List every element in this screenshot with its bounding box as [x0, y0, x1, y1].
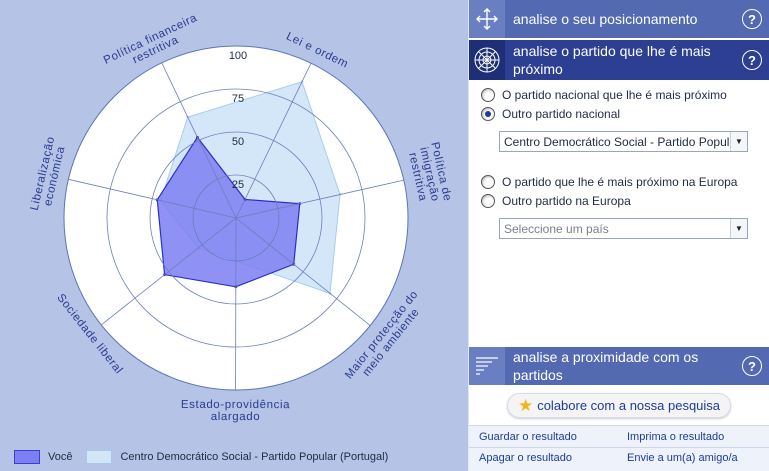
star-icon: ★	[517, 395, 534, 415]
legend-item-party: Centro Democrático Social - Partido Popu…	[86, 450, 388, 464]
radio-circle[interactable]	[481, 175, 495, 189]
radio-label-europe-closest: O partido que lhe é mais próximo na Euro…	[502, 175, 738, 189]
move-arrows-icon	[469, 0, 505, 38]
axis-spoke	[161, 62, 237, 219]
radio-label-national-other: Outro partido nacional	[502, 107, 621, 121]
axis-spoke	[235, 217, 371, 326]
legend-swatch-party	[86, 450, 113, 464]
tick-label: 100	[229, 50, 247, 62]
help-button-closest-party[interactable]: ?	[742, 50, 762, 70]
radar-web-icon	[469, 40, 505, 80]
divider	[469, 447, 769, 448]
tick-label: 50	[232, 136, 244, 148]
axis-spoke	[101, 217, 237, 326]
radio-circle-selected[interactable]	[481, 107, 495, 121]
series-polygon-you	[156, 136, 301, 288]
help-button-proximity[interactable]: ?	[742, 356, 762, 376]
country-select[interactable]: Seleccione um país ▼	[499, 218, 748, 239]
axis-spoke	[235, 179, 404, 219]
radio-national-other[interactable]: Outro partido nacional	[481, 107, 620, 121]
radio-circle[interactable]	[481, 88, 495, 102]
chevron-down-icon[interactable]: ▼	[730, 132, 747, 151]
radio-europe-other[interactable]: Outro partido na Europa	[481, 194, 631, 208]
country-select-placeholder: Seleccione um país	[504, 221, 609, 236]
radio-label-europe-other: Outro partido na Europa	[502, 194, 631, 208]
collaborate-label: colabore com a nossa pesquisa	[537, 398, 721, 413]
radio-label-national-closest: O partido nacional que lhe é mais próxim…	[502, 88, 727, 102]
tick-label: 75	[232, 93, 244, 105]
axis-label-line: Estado-providência	[181, 399, 290, 411]
result-links: Guardar o resultado Imprima o resultado …	[469, 425, 769, 471]
section-bar-positioning[interactable]: analise o seu posicionamento ?	[469, 0, 769, 38]
legend-label-party: Centro Democrático Social - Partido Popu…	[120, 451, 389, 463]
tick-label: 25	[232, 179, 244, 191]
chevron-down-icon[interactable]: ▼	[730, 219, 747, 238]
chart-legend: Você Centro Democrático Social - Partido…	[14, 449, 402, 465]
help-button-positioning[interactable]: ?	[742, 9, 762, 29]
radio-europe-closest[interactable]: O partido que lhe é mais próximo na Euro…	[481, 175, 737, 189]
national-party-select[interactable]: Centro Democrático Social - Partido Popu…	[499, 131, 748, 152]
section-bar-proximity[interactable]: analise a proximidade com os partidos ?	[469, 347, 769, 385]
delete-result-link[interactable]: Apagar o resultado	[479, 452, 572, 464]
radio-national-closest[interactable]: O partido nacional que lhe é mais próxim…	[481, 88, 727, 102]
collaborate-button[interactable]: ★ colabore com a nossa pesquisa	[507, 393, 731, 418]
legend-item-you: Você	[14, 450, 72, 464]
national-party-select-value: Centro Democrático Social - Partido Popu…	[504, 134, 730, 149]
axis-spoke	[235, 63, 312, 219]
list-lines-icon	[469, 347, 505, 385]
legend-swatch-you	[14, 450, 40, 464]
section-title-closest-party: analise o partido que lhe é mais próximo	[513, 43, 711, 77]
print-result-link[interactable]: Imprima o resultado	[627, 431, 725, 443]
side-panel: analise o seu posicionamento ? analise o…	[468, 0, 769, 471]
axis-spoke	[68, 178, 237, 219]
send-to-friend-link[interactable]: Envie a um(a) amigo/a	[627, 452, 738, 464]
chart-panel: 25 50 75 100 Liberalização económica Política …	[0, 0, 468, 471]
section-title-positioning: analise o seu posicionamento	[513, 11, 698, 27]
section-bar-closest-party[interactable]: analise o partido que lhe é mais próximo…	[469, 40, 769, 80]
save-result-link[interactable]: Guardar o resultado	[479, 431, 577, 443]
radio-circle[interactable]	[481, 194, 495, 208]
legend-label-you: Você	[48, 451, 73, 463]
section-title-proximity: analise a proximidade com os partidos	[513, 349, 699, 383]
axis-label-line: alargado	[211, 411, 261, 423]
